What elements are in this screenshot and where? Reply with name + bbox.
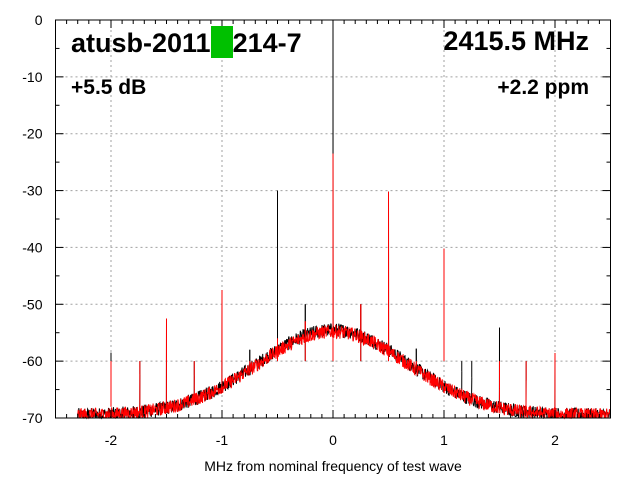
x-tick-label: 0 xyxy=(329,432,337,448)
x-tick-label: -2 xyxy=(105,432,118,448)
x-axis-label: MHz from nominal frequency of test wave xyxy=(204,458,462,474)
trace-average xyxy=(77,153,611,420)
y-tick-label: -50 xyxy=(22,296,42,312)
redaction-marker xyxy=(210,26,233,58)
y-tick-label: -30 xyxy=(22,183,42,199)
device-title-suffix: 214-7 xyxy=(232,28,302,58)
frequency-title: 2415.5 MHz xyxy=(443,26,589,56)
x-tick-labels: -2 -1 0 1 2 xyxy=(105,432,559,448)
x-tick-label: 2 xyxy=(551,432,559,448)
y-tick-labels: 0 -10 -20 -30 -40 -50 -60 -70 xyxy=(22,12,42,426)
y-tick-label: -10 xyxy=(22,69,42,85)
traces xyxy=(77,19,611,420)
x-tick-label: 1 xyxy=(440,432,448,448)
y-tick-label: 0 xyxy=(35,12,43,28)
ppm-offset: +2.2 ppm xyxy=(497,76,589,99)
axis-ticks xyxy=(55,19,611,419)
y-tick-label: -20 xyxy=(22,126,42,142)
device-title: atusb-2011 214-7 xyxy=(71,26,302,59)
x-tick-label: -1 xyxy=(216,432,229,448)
level-offset: +5.5 dB xyxy=(71,76,147,99)
y-tick-label: -60 xyxy=(22,353,42,369)
y-tick-label: -70 xyxy=(22,410,42,426)
y-tick-label: -40 xyxy=(22,239,42,255)
device-title-prefix: atusb-2011 xyxy=(71,28,211,58)
